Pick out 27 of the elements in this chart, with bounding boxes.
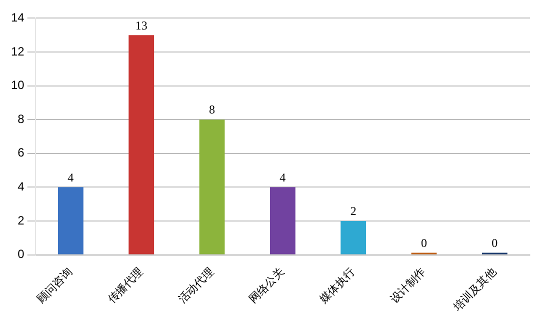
bar [270, 187, 296, 254]
data-label: 4 [280, 170, 286, 184]
y-tick-label: 12 [10, 44, 25, 58]
y-tick-label: 0 [18, 247, 25, 262]
bar [128, 35, 154, 254]
x-tick-label: 网络公关 [246, 265, 287, 306]
data-label: 13 [135, 18, 148, 32]
bar [340, 220, 366, 254]
data-label: 0 [492, 236, 498, 250]
bar [199, 120, 225, 254]
bar [58, 187, 84, 254]
y-tick-label: 14 [10, 10, 25, 25]
data-label: 0 [421, 236, 428, 250]
x-tick-label: 培训及其他 [450, 265, 499, 314]
data-label: 8 [209, 102, 216, 117]
y-tick-label: 4 [18, 179, 25, 194]
x-tick-label: 媒体执行 [317, 265, 358, 306]
x-tick-label: 设计制作 [388, 265, 428, 306]
y-tick-label: 10 [10, 78, 25, 92]
y-tick-label: 6 [18, 146, 25, 160]
x-tick-label: 传播代理 [105, 265, 146, 306]
data-label: 4 [68, 170, 74, 184]
y-tick-label: 8 [18, 112, 25, 126]
y-tick-label: 2 [18, 213, 25, 228]
x-tick-label: 活动代理 [176, 265, 216, 306]
x-tick-label: 顾问咨询 [34, 265, 75, 306]
data-label: 2 [350, 204, 356, 218]
